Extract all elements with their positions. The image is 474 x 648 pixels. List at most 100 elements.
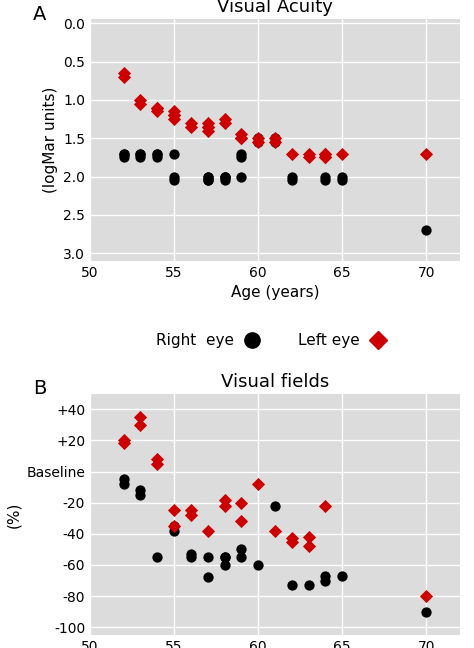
Point <box>321 171 329 181</box>
Point <box>120 438 128 448</box>
Point <box>120 152 128 163</box>
Point <box>154 102 161 113</box>
Point <box>204 572 211 583</box>
Point <box>170 171 178 181</box>
Point <box>288 148 295 159</box>
Point <box>237 516 245 527</box>
Point <box>137 490 144 500</box>
Point <box>221 171 228 181</box>
Point <box>204 118 211 128</box>
Point <box>170 526 178 536</box>
Point <box>170 114 178 124</box>
Point <box>120 148 128 159</box>
Point <box>204 125 211 135</box>
Point <box>137 420 144 430</box>
Legend: Right  eye, Left eye: Right eye, Left eye <box>150 327 400 354</box>
Point <box>170 106 178 117</box>
Y-axis label: (%): (%) <box>6 501 21 527</box>
Point <box>204 175 211 185</box>
Point <box>338 148 346 159</box>
Point <box>288 175 295 185</box>
Point <box>120 435 128 446</box>
Point <box>237 133 245 143</box>
Point <box>237 129 245 139</box>
Point <box>187 549 195 559</box>
Point <box>221 552 228 562</box>
Point <box>154 106 161 117</box>
Point <box>154 148 161 159</box>
Point <box>154 152 161 163</box>
Point <box>288 537 295 547</box>
Point <box>221 552 228 562</box>
Point <box>137 152 144 163</box>
Point <box>154 459 161 469</box>
Point <box>204 171 211 181</box>
Point <box>321 501 329 511</box>
Point <box>204 552 211 562</box>
Point <box>237 152 245 163</box>
Point <box>305 152 312 163</box>
Point <box>338 175 346 185</box>
Point <box>237 148 245 159</box>
Point <box>137 98 144 109</box>
Point <box>237 498 245 508</box>
Point <box>221 175 228 185</box>
Point <box>120 474 128 485</box>
Point <box>305 580 312 590</box>
Point <box>237 133 245 143</box>
Point <box>204 526 211 536</box>
Point <box>170 521 178 531</box>
Point <box>187 552 195 562</box>
Point <box>137 148 144 159</box>
Point <box>305 532 312 542</box>
Point <box>120 72 128 82</box>
Point <box>154 552 161 562</box>
Point <box>321 175 329 185</box>
Point <box>221 118 228 128</box>
Point <box>221 494 228 505</box>
Point <box>271 137 279 147</box>
Point <box>321 152 329 163</box>
Point <box>221 171 228 181</box>
Text: B: B <box>33 379 46 398</box>
Title: Visual Acuity: Visual Acuity <box>217 0 333 16</box>
Point <box>137 485 144 495</box>
Point <box>237 552 245 562</box>
Point <box>170 148 178 159</box>
Point <box>255 137 262 147</box>
Point <box>187 510 195 520</box>
Point <box>221 171 228 181</box>
Point <box>137 148 144 159</box>
Point <box>321 148 329 159</box>
Point <box>170 110 178 121</box>
Point <box>422 225 430 235</box>
X-axis label: Age (years): Age (years) <box>231 285 319 300</box>
Point <box>120 479 128 489</box>
Point <box>271 501 279 511</box>
Point <box>305 541 312 551</box>
Point <box>187 505 195 516</box>
Point <box>271 133 279 143</box>
Point <box>338 171 346 181</box>
Point <box>305 148 312 159</box>
Point <box>170 110 178 121</box>
Point <box>271 133 279 143</box>
Point <box>120 68 128 78</box>
Point <box>422 148 430 159</box>
Point <box>170 521 178 531</box>
Point <box>288 171 295 181</box>
Point <box>321 571 329 581</box>
Point <box>137 412 144 422</box>
Point <box>255 137 262 147</box>
Point <box>237 544 245 555</box>
Point <box>271 137 279 147</box>
Text: A: A <box>33 5 46 24</box>
Point <box>221 114 228 124</box>
Point <box>221 560 228 570</box>
Point <box>187 118 195 128</box>
Point <box>288 580 295 590</box>
Title: Visual fields: Visual fields <box>221 373 329 391</box>
Point <box>255 479 262 489</box>
Point <box>288 533 295 544</box>
Point <box>255 133 262 143</box>
